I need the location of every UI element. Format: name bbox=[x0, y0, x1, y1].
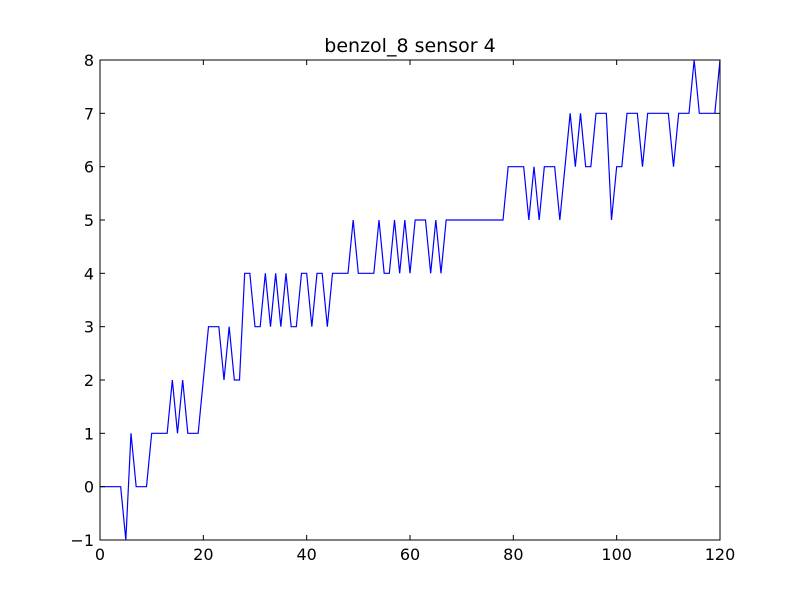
x-tick-label: 120 bbox=[705, 545, 736, 564]
y-tick-label: 7 bbox=[84, 104, 94, 123]
y-tick-label: 5 bbox=[84, 211, 94, 230]
y-tick-label: 0 bbox=[84, 478, 94, 497]
x-tick-label: 80 bbox=[503, 545, 523, 564]
x-axis: 0 20 40 60 80 100 120 bbox=[95, 60, 735, 564]
y-tick-label: 2 bbox=[84, 371, 94, 390]
series-layer bbox=[100, 59, 721, 541]
plot-frame bbox=[99, 59, 721, 541]
y-tick-label: 8 bbox=[84, 51, 94, 70]
y-tick-label: 1 bbox=[84, 424, 94, 443]
x-tick-label: 60 bbox=[400, 545, 420, 564]
y-tick-label: −1 bbox=[70, 531, 94, 550]
y-tick-label: 6 bbox=[84, 158, 94, 177]
series-line-1 bbox=[100, 59, 721, 541]
x-tick-label: 20 bbox=[193, 545, 213, 564]
y-axis: −1 0 1 2 3 4 5 6 7 8 bbox=[70, 51, 720, 550]
x-tick-label: 40 bbox=[296, 545, 316, 564]
y-tick-label: 3 bbox=[84, 318, 94, 337]
chart-title: benzol_8 sensor 4 bbox=[324, 35, 495, 57]
x-tick-label: 0 bbox=[95, 545, 105, 564]
y-tick-label: 4 bbox=[84, 264, 94, 283]
x-tick-label: 100 bbox=[601, 545, 632, 564]
plot-area bbox=[99, 59, 721, 541]
